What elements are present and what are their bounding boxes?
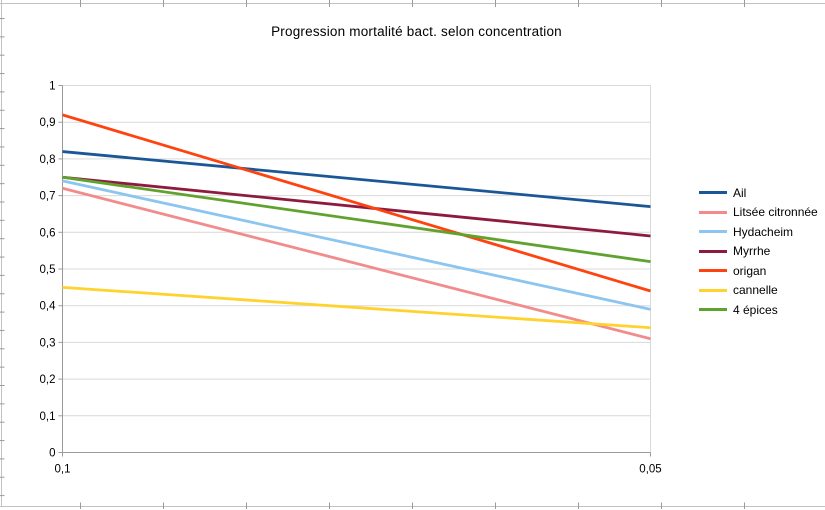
x-axis-label: 0,1 xyxy=(55,464,71,476)
legend-label: Ail xyxy=(733,185,747,200)
legend-item[interactable]: Myrrhe xyxy=(699,242,818,262)
legend-item[interactable]: Litsée citronnée xyxy=(699,203,818,223)
legend-label: Myrrhe xyxy=(733,244,771,259)
series-line[interactable] xyxy=(62,285,651,330)
legend-item[interactable]: origan xyxy=(699,261,818,281)
y-axis-label: 0,8 xyxy=(40,154,56,166)
legend-color-line xyxy=(699,308,727,312)
y-axis-label: 0,5 xyxy=(40,264,56,276)
y-axis-label: 0,4 xyxy=(40,301,57,313)
series-line[interactable] xyxy=(62,186,651,341)
series-line[interactable] xyxy=(62,179,651,311)
series-line[interactable] xyxy=(62,150,651,209)
series-line[interactable] xyxy=(62,113,651,293)
legend-item[interactable]: Hydacheim xyxy=(699,222,818,242)
y-axis-label: 1 xyxy=(49,81,55,93)
legend-label: 4 épices xyxy=(733,302,778,317)
y-axis-label: 0,7 xyxy=(40,191,56,203)
legend-color-line xyxy=(699,191,727,195)
y-axis-label: 0,6 xyxy=(40,227,56,239)
y-axis-label: 0 xyxy=(49,448,55,460)
legend-label: Litsée citronnée xyxy=(733,205,818,220)
y-axis-label: 0,2 xyxy=(40,374,56,386)
legend-item[interactable]: 4 épices xyxy=(699,300,818,320)
y-axis-label: 0,3 xyxy=(40,337,56,349)
legend-color-line xyxy=(699,210,727,214)
legend-item[interactable]: Ail xyxy=(699,183,818,203)
chart-title: Progression mortalité bact. selon concen… xyxy=(271,24,562,39)
chart-legend[interactable]: Ail Litsée citronnée Hydacheim Myrrhe origan… xyxy=(699,183,818,320)
legend-label: origan xyxy=(733,263,767,278)
legend-label: cannelle xyxy=(733,283,778,298)
legend-item[interactable]: cannelle xyxy=(699,281,818,301)
legend-label: Hydacheim xyxy=(733,224,794,239)
y-axis-label: 0,9 xyxy=(40,117,56,129)
legend-color-line xyxy=(699,269,727,273)
legend-color-line xyxy=(699,288,727,292)
series-line[interactable] xyxy=(62,175,651,264)
legend-color-line xyxy=(699,230,727,234)
legend-color-line xyxy=(699,249,727,253)
series-line[interactable] xyxy=(62,175,651,238)
x-axis-label: 0,05 xyxy=(639,464,661,476)
y-axis-label: 0,1 xyxy=(40,411,56,423)
